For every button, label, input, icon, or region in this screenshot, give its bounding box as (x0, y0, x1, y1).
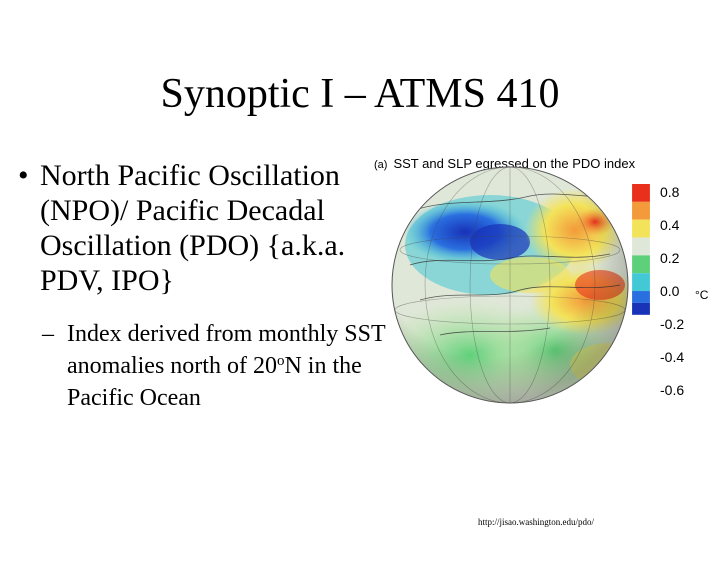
colorbar-swatch-red (632, 184, 650, 202)
bullet-marker: • (18, 159, 29, 192)
colorbar-swatch-neutral (632, 237, 650, 256)
figure-panel-label: (a) (374, 159, 388, 171)
colorbar-unit: °C (695, 288, 709, 302)
colorbar-swatch-dark-blue (632, 302, 650, 315)
colorbar-swatch-green (632, 255, 650, 274)
colorbar-swatch-blue (632, 291, 650, 303)
sub-bullet-text-after: N in the Pacific Ocean (67, 353, 362, 411)
pdo-sst-figure: (a) SST and SLP egressed on the PDO index (370, 150, 720, 412)
colorbar-label-0.8: 0.8 (660, 184, 680, 200)
colorbar-label-neg0.2: -0.2 (660, 316, 685, 332)
colorbar-label-0.0: 0.0 (660, 283, 680, 299)
sub-bullet-text-before: Index derived from monthly SST anomalies… (67, 321, 386, 379)
slide-title: Synoptic I – ATMS 410 (160, 71, 560, 117)
color-scale-bar (632, 184, 650, 315)
colorbar-swatch-cyan (632, 273, 650, 292)
colorbar-label-neg0.4: -0.4 (660, 349, 685, 365)
globe-map (391, 166, 629, 404)
colorbar-swatch-yellow (632, 219, 650, 238)
figure-caption: (a) SST and SLP egressed on the PDO index (374, 156, 635, 171)
globe-sphere (392, 167, 628, 403)
colorbar-swatch-orange (632, 201, 650, 220)
bullet-text: North Pacific Oscillation (NPO)/ Pacific… (40, 159, 346, 297)
figure-caption-text: SST and SLP egressed on the PDO index (393, 156, 636, 171)
colorbar-label-0.4: 0.4 (660, 217, 680, 233)
sub-bullet-text: Index derived from monthly SST anomalies… (67, 318, 387, 414)
sub-bullet-marker: – (42, 321, 54, 347)
slide: Synoptic I – ATMS 410 • North Pacific Os… (18, 71, 720, 527)
colorbar-label-0.2: 0.2 (660, 250, 680, 266)
source-url[interactable]: http://jisao.washington.edu/pdo/ (478, 517, 594, 527)
degree-superscript: o (276, 353, 285, 369)
colorbar-labels: 0.8 0.4 0.2 0.0 -0.2 -0.4 -0.6 (660, 184, 720, 564)
colorbar-label-neg0.6: -0.6 (660, 382, 685, 398)
